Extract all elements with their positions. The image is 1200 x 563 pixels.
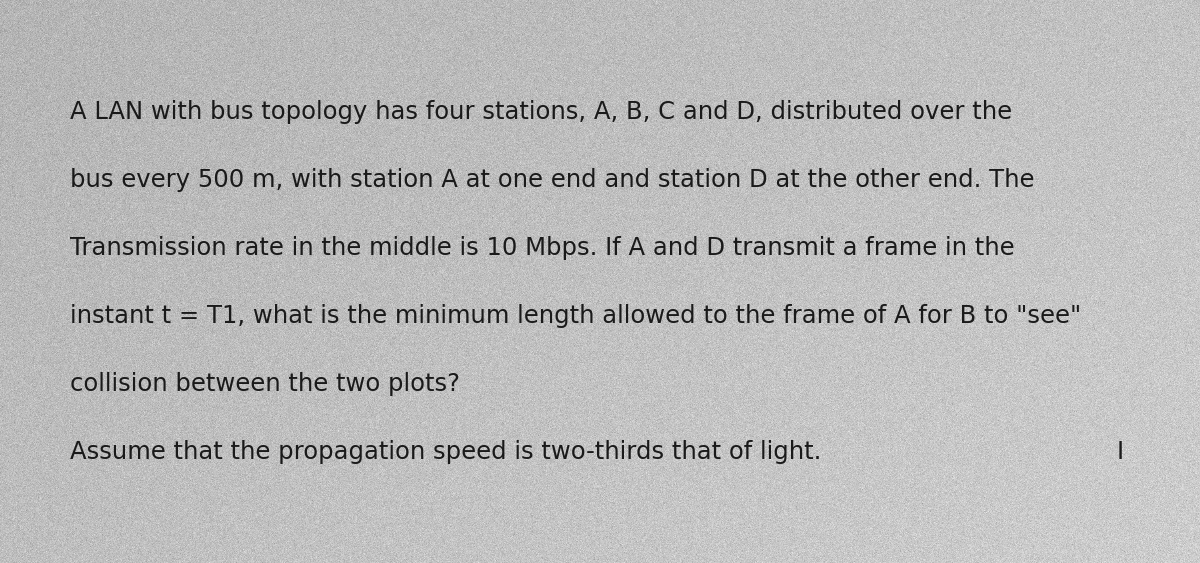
Text: A LAN with bus topology has four stations, A, B, C and D, distributed over the: A LAN with bus topology has four station… — [70, 100, 1012, 124]
Text: collision between the two plots?: collision between the two plots? — [70, 372, 460, 396]
Text: instant t = T1, what is the minimum length allowed to the frame of A for B to "s: instant t = T1, what is the minimum leng… — [70, 304, 1081, 328]
Text: Transmission rate in the middle is 10 Mbps. If A and D transmit a frame in the: Transmission rate in the middle is 10 Mb… — [70, 236, 1015, 260]
Text: I: I — [1116, 440, 1123, 464]
Text: Assume that the propagation speed is two-thirds that of light.: Assume that the propagation speed is two… — [70, 440, 821, 464]
Text: bus every 500 m, with station A at one end and station D at the other end. The: bus every 500 m, with station A at one e… — [70, 168, 1034, 192]
